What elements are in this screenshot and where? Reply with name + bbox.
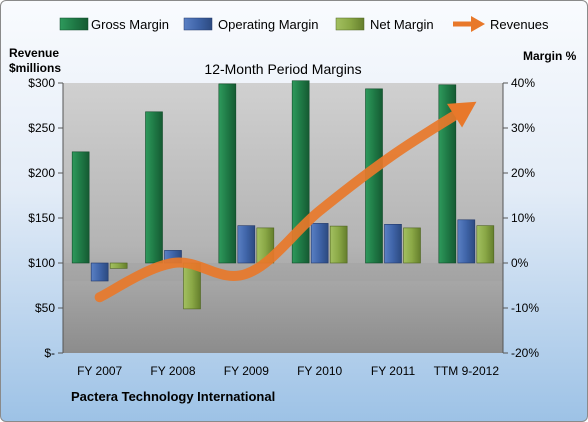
legend-swatch-gross <box>59 17 89 31</box>
net-margin-bar <box>109 262 128 269</box>
net-margin-bar <box>403 227 421 264</box>
category-labels: FY 2007 FY 2008 FY 2009 FY 2010 FY 2011 TTM 9… <box>77 364 499 378</box>
revenue-line <box>94 103 472 303</box>
operating-margin-bar <box>384 224 402 264</box>
left-tick-label: $50 <box>35 301 55 315</box>
revenue-series <box>94 101 477 303</box>
legend-swatch-operating <box>183 17 213 31</box>
left-tick-label: $100 <box>28 256 55 270</box>
right-tick-label: -20% <box>511 346 539 360</box>
right-tick-label: 0% <box>511 256 529 270</box>
category-label: FY 2007 <box>77 364 122 378</box>
left-axis-ticks: $- $50 $100 $150 $200 $250 $300 <box>28 76 63 360</box>
category-label: FY 2010 <box>297 364 342 378</box>
category-label: FY 2009 <box>224 364 269 378</box>
bar-series <box>71 80 495 310</box>
net-margin-bar <box>476 225 495 264</box>
left-tick-label: $- <box>44 346 55 360</box>
right-axis-ticks: -20% -10% 0% 10% 20% 30% 40% <box>503 76 539 360</box>
right-tick-label: 10% <box>511 211 535 225</box>
right-tick-label: 30% <box>511 121 535 135</box>
left-axis-title-line2: $millions <box>9 61 61 75</box>
legend: Gross Margin Operating Margin Net Margin… <box>59 16 549 32</box>
left-tick-label: $150 <box>28 211 55 225</box>
operating-margin-bar <box>90 262 109 282</box>
category-label: TTM 9-2012 <box>434 364 500 378</box>
left-tick-label: $250 <box>28 121 55 135</box>
left-tick-label: $200 <box>28 166 55 180</box>
right-tick-label: 40% <box>511 76 535 90</box>
left-tick-label: $300 <box>28 76 55 90</box>
gross-margin-bar <box>218 83 237 264</box>
category-label: FY 2008 <box>150 364 195 378</box>
operating-margin-bar <box>237 225 256 264</box>
category-label: FY 2011 <box>371 364 416 378</box>
left-axis-title-line1: Revenue <box>9 46 59 60</box>
right-tick-label: 20% <box>511 166 535 180</box>
net-margin-bar <box>329 225 348 264</box>
operating-margin-bar <box>310 223 329 264</box>
gross-margin-bar <box>145 111 163 264</box>
right-tick-label: -10% <box>511 301 539 315</box>
legend-swatch-revenues <box>453 16 485 32</box>
legend-swatch-net <box>335 17 365 31</box>
legend-label-operating: Operating Margin <box>218 17 318 32</box>
legend-label-net: Net Margin <box>370 17 434 32</box>
legend-label-revenues: Revenues <box>490 17 549 32</box>
revenue-arrowhead <box>447 101 477 128</box>
chart-title: 12-Month Period Margins <box>204 61 361 77</box>
gross-margin-bar <box>438 84 457 264</box>
gross-margin-bar <box>71 151 90 264</box>
legend-label-gross: Gross Margin <box>91 17 169 32</box>
right-axis-title: Margin % <box>523 49 577 63</box>
operating-margin-bar <box>457 219 476 264</box>
company-caption: Pactera Technology International <box>71 389 275 404</box>
